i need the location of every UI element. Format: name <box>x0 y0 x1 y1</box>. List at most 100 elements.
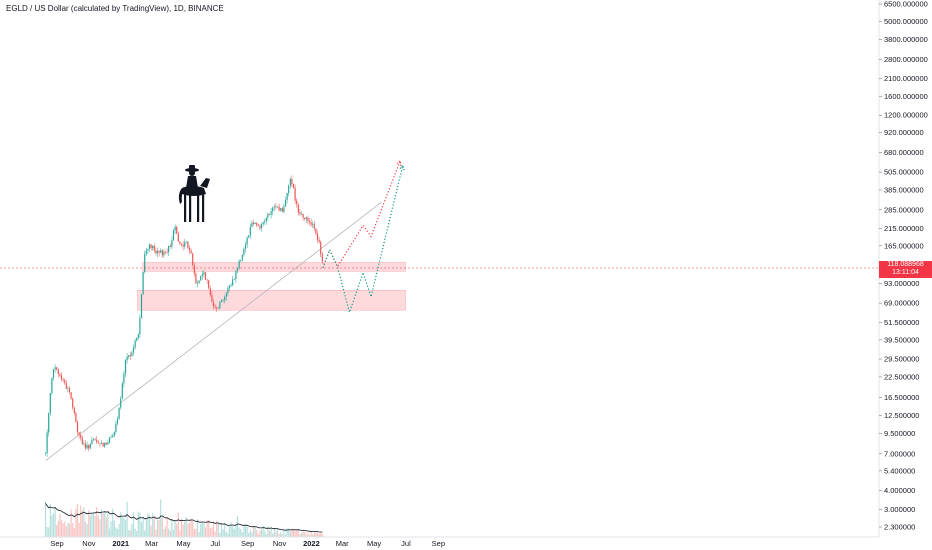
volume-bar <box>152 513 154 537</box>
candle-body <box>228 285 231 289</box>
y-tick-label: 39.500000 <box>884 335 919 344</box>
candle-body <box>256 223 258 226</box>
candle-body <box>260 224 263 229</box>
y-tick-label: 7.000000 <box>884 449 915 458</box>
x-tick-label: Sep <box>432 539 445 548</box>
volume-bar <box>190 518 192 537</box>
volume-bar <box>96 507 98 537</box>
volume-bar <box>62 523 64 537</box>
candle-body <box>232 279 234 286</box>
support-zone <box>137 289 406 311</box>
candle-body <box>270 211 272 215</box>
candle-body <box>67 388 69 389</box>
candle-body <box>225 293 227 297</box>
volume-bar <box>102 512 104 537</box>
volume-bar <box>158 520 160 537</box>
volume-bar <box>308 535 311 537</box>
horse-leg <box>184 194 187 222</box>
volume-bar <box>176 523 178 537</box>
x-tick-label: Sep <box>50 539 63 548</box>
volume-bar <box>121 517 123 537</box>
candle-body <box>246 237 248 245</box>
volume-bar <box>49 503 51 537</box>
volume-bar <box>105 516 107 537</box>
volume-bar <box>211 527 213 537</box>
volume-bar <box>155 529 157 537</box>
y-tick-label: 505.000000 <box>884 168 924 177</box>
candle-body <box>96 439 98 443</box>
y-tick-label: 16.500000 <box>884 393 919 402</box>
volume-bar <box>200 523 202 537</box>
volume-bar <box>46 526 48 537</box>
candle-body <box>318 239 320 242</box>
candle-body <box>89 443 91 449</box>
volume-bar <box>148 514 151 537</box>
volume-bar <box>212 523 215 537</box>
y-tick-label: 165.000000 <box>884 241 924 250</box>
volume-bar <box>67 523 69 537</box>
candle-body <box>222 300 224 301</box>
volume-bar <box>188 523 191 537</box>
volume-bar <box>161 517 163 537</box>
volume-bar <box>195 528 197 537</box>
candle-body <box>91 440 93 444</box>
volume-bar <box>84 521 87 537</box>
y-tick-label: 22.500000 <box>884 372 919 381</box>
volume-bar <box>230 522 232 537</box>
volume-bar <box>132 512 135 537</box>
volume-bar <box>129 530 131 537</box>
volume-bar <box>56 525 58 537</box>
x-tick-label: Nov <box>273 539 287 548</box>
volume-bar <box>171 520 173 537</box>
candle-body <box>230 285 232 286</box>
volume-moving-average <box>45 503 323 533</box>
candle-body <box>276 206 279 208</box>
x-tick-label: 2021 <box>112 539 129 548</box>
candle-body <box>216 307 218 309</box>
candle-body <box>236 268 239 271</box>
x-tick-label: 2022 <box>303 539 320 548</box>
projection-paths <box>322 159 405 315</box>
volume-bar <box>179 530 181 537</box>
candlestick-series <box>44 175 323 457</box>
candle-body <box>190 250 192 254</box>
volume-bar <box>302 531 304 537</box>
volume-bar <box>321 533 323 537</box>
horse-rider-silhouette <box>178 165 210 222</box>
time-axis[interactable]: Sep Nov 2021 Mar May Jul Sep Nov 2022 Mar May Jul Se… <box>0 536 879 548</box>
volume-bar <box>78 522 80 537</box>
candle-body <box>113 432 115 436</box>
candle-body <box>273 206 275 208</box>
volume-bar <box>254 526 256 537</box>
candle-body <box>68 388 71 393</box>
volume-bar <box>273 528 275 537</box>
candle-body <box>168 246 170 253</box>
candle-body <box>75 413 77 422</box>
candle-body <box>131 352 133 357</box>
volume-bar <box>163 529 165 537</box>
y-tick-label: 1200.000000 <box>884 111 928 120</box>
volume-bar <box>92 513 95 537</box>
candle-body <box>267 213 269 218</box>
y-tick-label: 3.000000 <box>884 505 915 514</box>
candle-body <box>187 241 189 248</box>
volume-bar <box>75 508 77 537</box>
candle-body <box>92 439 95 441</box>
volume-bar <box>182 524 184 537</box>
candle-body <box>281 208 283 212</box>
candle-body <box>70 392 72 399</box>
volume-bar <box>304 531 306 537</box>
volume-bar <box>280 532 282 537</box>
volume-bar <box>262 525 264 537</box>
candle-body <box>316 233 319 240</box>
y-tick-label: 2800.000000 <box>884 55 928 64</box>
volume-bar <box>316 533 319 537</box>
candle-body <box>307 217 309 222</box>
volume-bar <box>91 513 93 537</box>
volume-bar <box>251 532 253 537</box>
price-axis[interactable]: 6500.000000 5000.000000 3800.000000 2800.00… <box>878 0 928 537</box>
horse-tail <box>178 188 184 204</box>
horse-rider-icon <box>178 165 210 222</box>
x-tick-label: Sep <box>241 539 254 548</box>
